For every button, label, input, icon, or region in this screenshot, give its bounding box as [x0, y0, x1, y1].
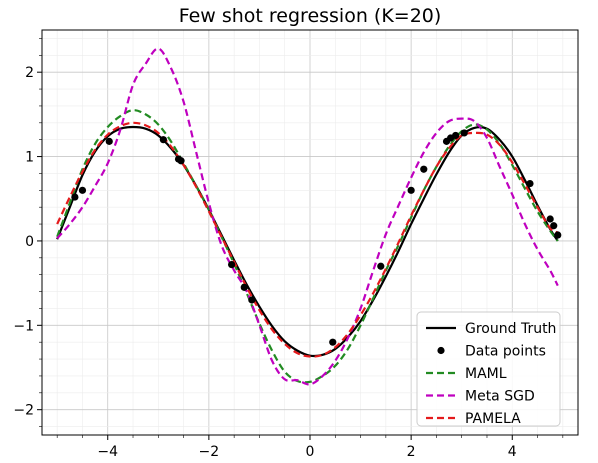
x-tick-label: 4: [508, 444, 517, 460]
y-tick-label: 1: [25, 150, 34, 166]
data-point: [329, 338, 337, 346]
legend-box: [416, 311, 561, 427]
data-point: [550, 222, 558, 230]
y-tick-label: 2: [25, 65, 34, 81]
series-layer: [56, 47, 559, 386]
x-tick-label: 0: [306, 444, 315, 460]
axis-ticks: −4 −2 0 2 4 −2 −1 0 1 2: [13, 38, 564, 460]
data-point: [105, 137, 113, 145]
y-tick-label: −2: [13, 403, 34, 419]
legend-label: Meta SGD: [465, 389, 535, 405]
chart-title: Few shot regression (K=20): [179, 5, 442, 27]
x-tick-label: 2: [407, 444, 416, 460]
data-point: [420, 165, 428, 173]
data-point: [526, 179, 534, 188]
legend: Ground Truth Data points MAML Meta SGD PAMEL…: [416, 311, 561, 427]
series-line-meta-sgd: [56, 47, 559, 386]
data-point: [452, 131, 460, 140]
legend-label: Data points: [465, 344, 546, 360]
data-point: [248, 296, 256, 304]
y-tick-label: −1: [13, 318, 34, 334]
data-point: [460, 129, 468, 137]
x-tick-label: −2: [199, 444, 220, 460]
data-point: [407, 186, 415, 194]
series-line-pamela: [56, 121, 559, 358]
legend-label: PAMELA: [465, 411, 521, 427]
data-point: [546, 215, 554, 223]
data-point: [177, 157, 185, 165]
data-points-layer: [71, 129, 562, 346]
data-point: [240, 283, 248, 291]
data-point: [78, 186, 87, 194]
data-point: [71, 193, 79, 201]
data-point: [159, 136, 167, 144]
y-tick-label: 0: [25, 234, 34, 250]
legend-label: MAML: [465, 366, 507, 382]
x-tick-label: −4: [97, 444, 118, 460]
data-point: [377, 262, 385, 270]
data-point: [554, 231, 562, 239]
legend-label: Ground Truth: [465, 321, 556, 337]
data-point: [228, 260, 236, 269]
legend-swatch: [437, 346, 445, 355]
